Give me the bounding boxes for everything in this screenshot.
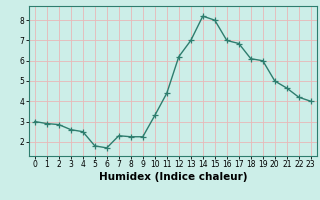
X-axis label: Humidex (Indice chaleur): Humidex (Indice chaleur) — [99, 172, 247, 182]
